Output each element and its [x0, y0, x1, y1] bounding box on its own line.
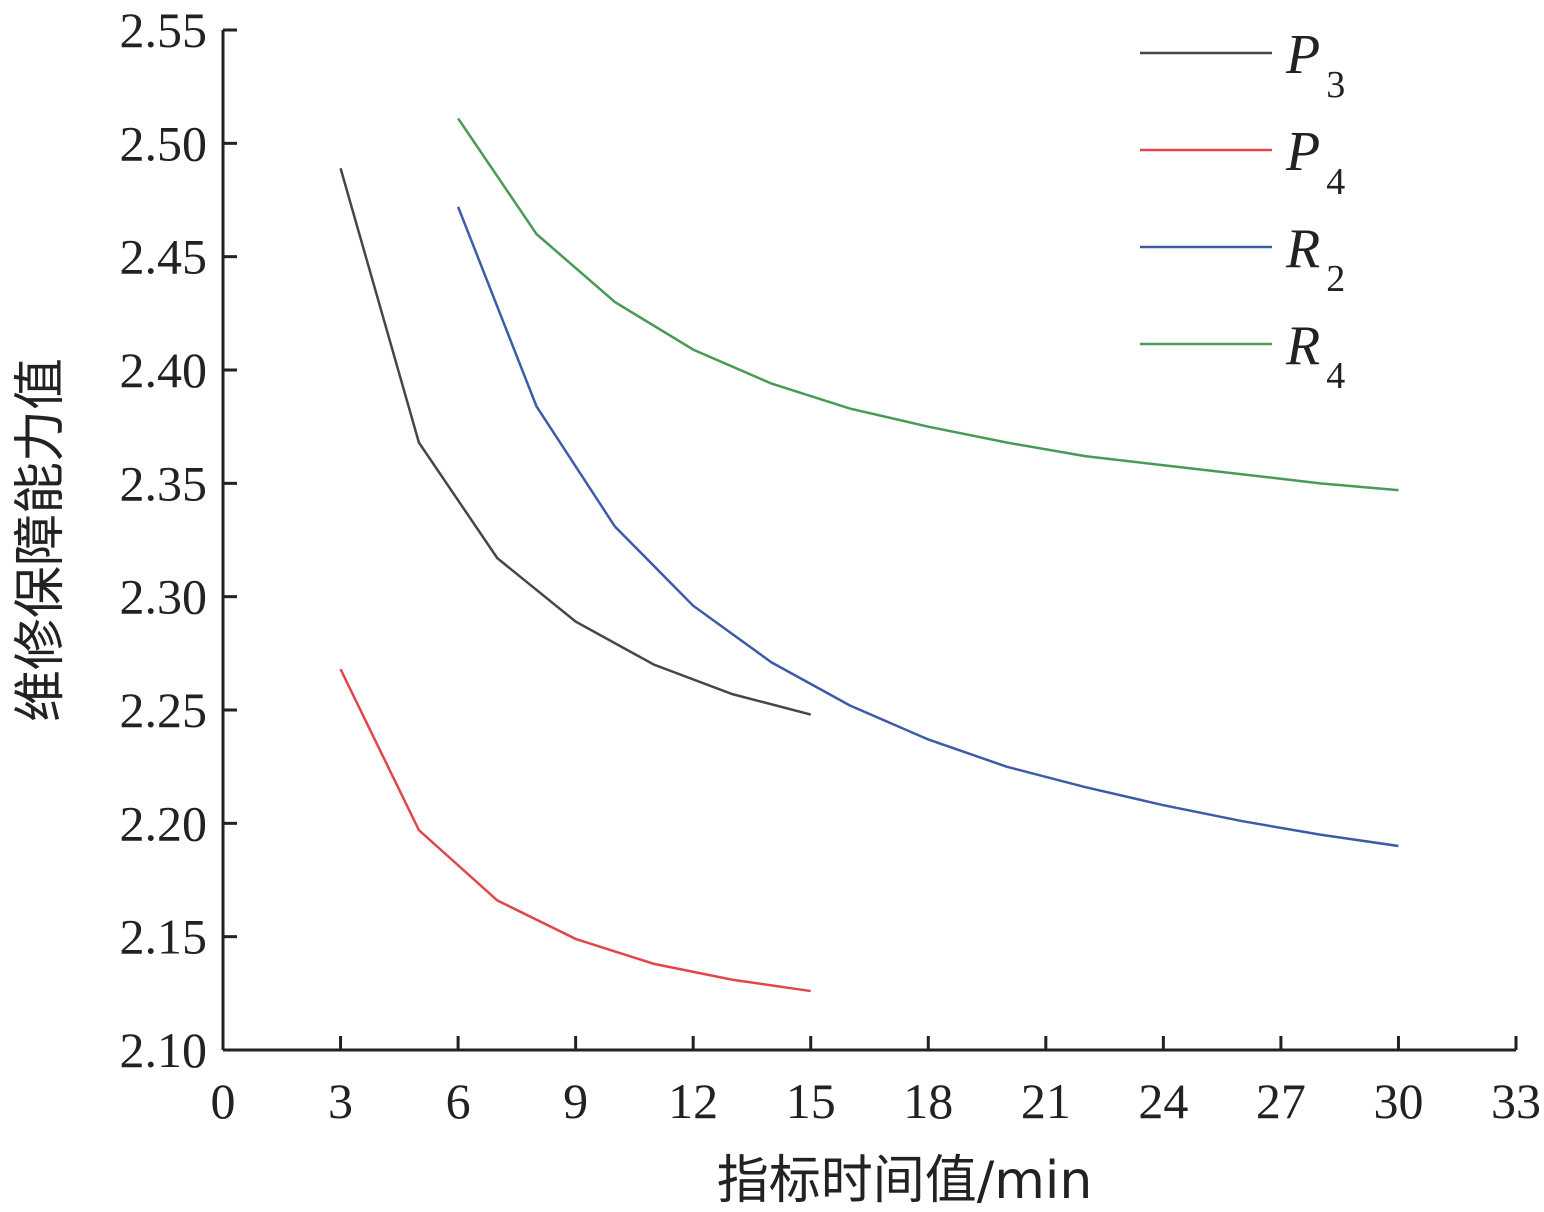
series-line — [339, 668, 811, 993]
x-tick-label: 0 — [211, 1073, 236, 1129]
x-tick-label: 18 — [903, 1073, 953, 1129]
y-tick-label: 2.45 — [120, 229, 208, 285]
series-line — [456, 206, 1399, 848]
legend-label-subscript: 3 — [1326, 64, 1345, 106]
legend-label-subscript: 2 — [1326, 258, 1345, 300]
x-tick-label: 3 — [328, 1073, 353, 1129]
series-r2 — [456, 206, 1399, 848]
legend-label-letter: P — [1285, 24, 1320, 86]
y-tick-label: 2.40 — [120, 342, 208, 398]
x-tick-label: 27 — [1256, 1073, 1306, 1129]
y-tick-label: 2.35 — [120, 455, 208, 511]
series-p3 — [339, 167, 812, 716]
series-line — [457, 117, 1399, 492]
y-tick-label: 2.10 — [120, 1022, 208, 1078]
x-axis-title: 指标时间值/min — [717, 1151, 1093, 1211]
legend-label-letter: P — [1285, 121, 1320, 183]
y-tick-label: 2.25 — [120, 682, 208, 738]
y-tick-label: 2.20 — [120, 795, 208, 851]
series-r4 — [457, 117, 1399, 492]
series-line — [339, 167, 812, 716]
legend-label-letter: R — [1285, 218, 1320, 280]
x-tick-label: 33 — [1491, 1073, 1541, 1129]
legend-label-subscript: 4 — [1326, 161, 1345, 203]
legend-label-letter: R — [1285, 315, 1320, 377]
y-tick-label: 2.55 — [120, 2, 208, 58]
x-tick-label: 30 — [1373, 1073, 1423, 1129]
x-tick-label: 24 — [1138, 1073, 1188, 1129]
series-p4 — [339, 668, 811, 993]
x-tick-label: 6 — [446, 1073, 471, 1129]
legend-label-subscript: 4 — [1326, 355, 1345, 397]
x-tick-label: 21 — [1021, 1073, 1071, 1129]
y-axis-title: 维修保障能力值 — [11, 358, 71, 722]
x-tick-label: 12 — [668, 1073, 718, 1129]
y-tick-label: 2.15 — [120, 909, 208, 965]
y-tick-label: 2.50 — [120, 115, 208, 171]
x-tick-label: 15 — [786, 1073, 836, 1129]
y-tick-label: 2.30 — [120, 569, 208, 625]
x-tick-label: 9 — [563, 1073, 588, 1129]
